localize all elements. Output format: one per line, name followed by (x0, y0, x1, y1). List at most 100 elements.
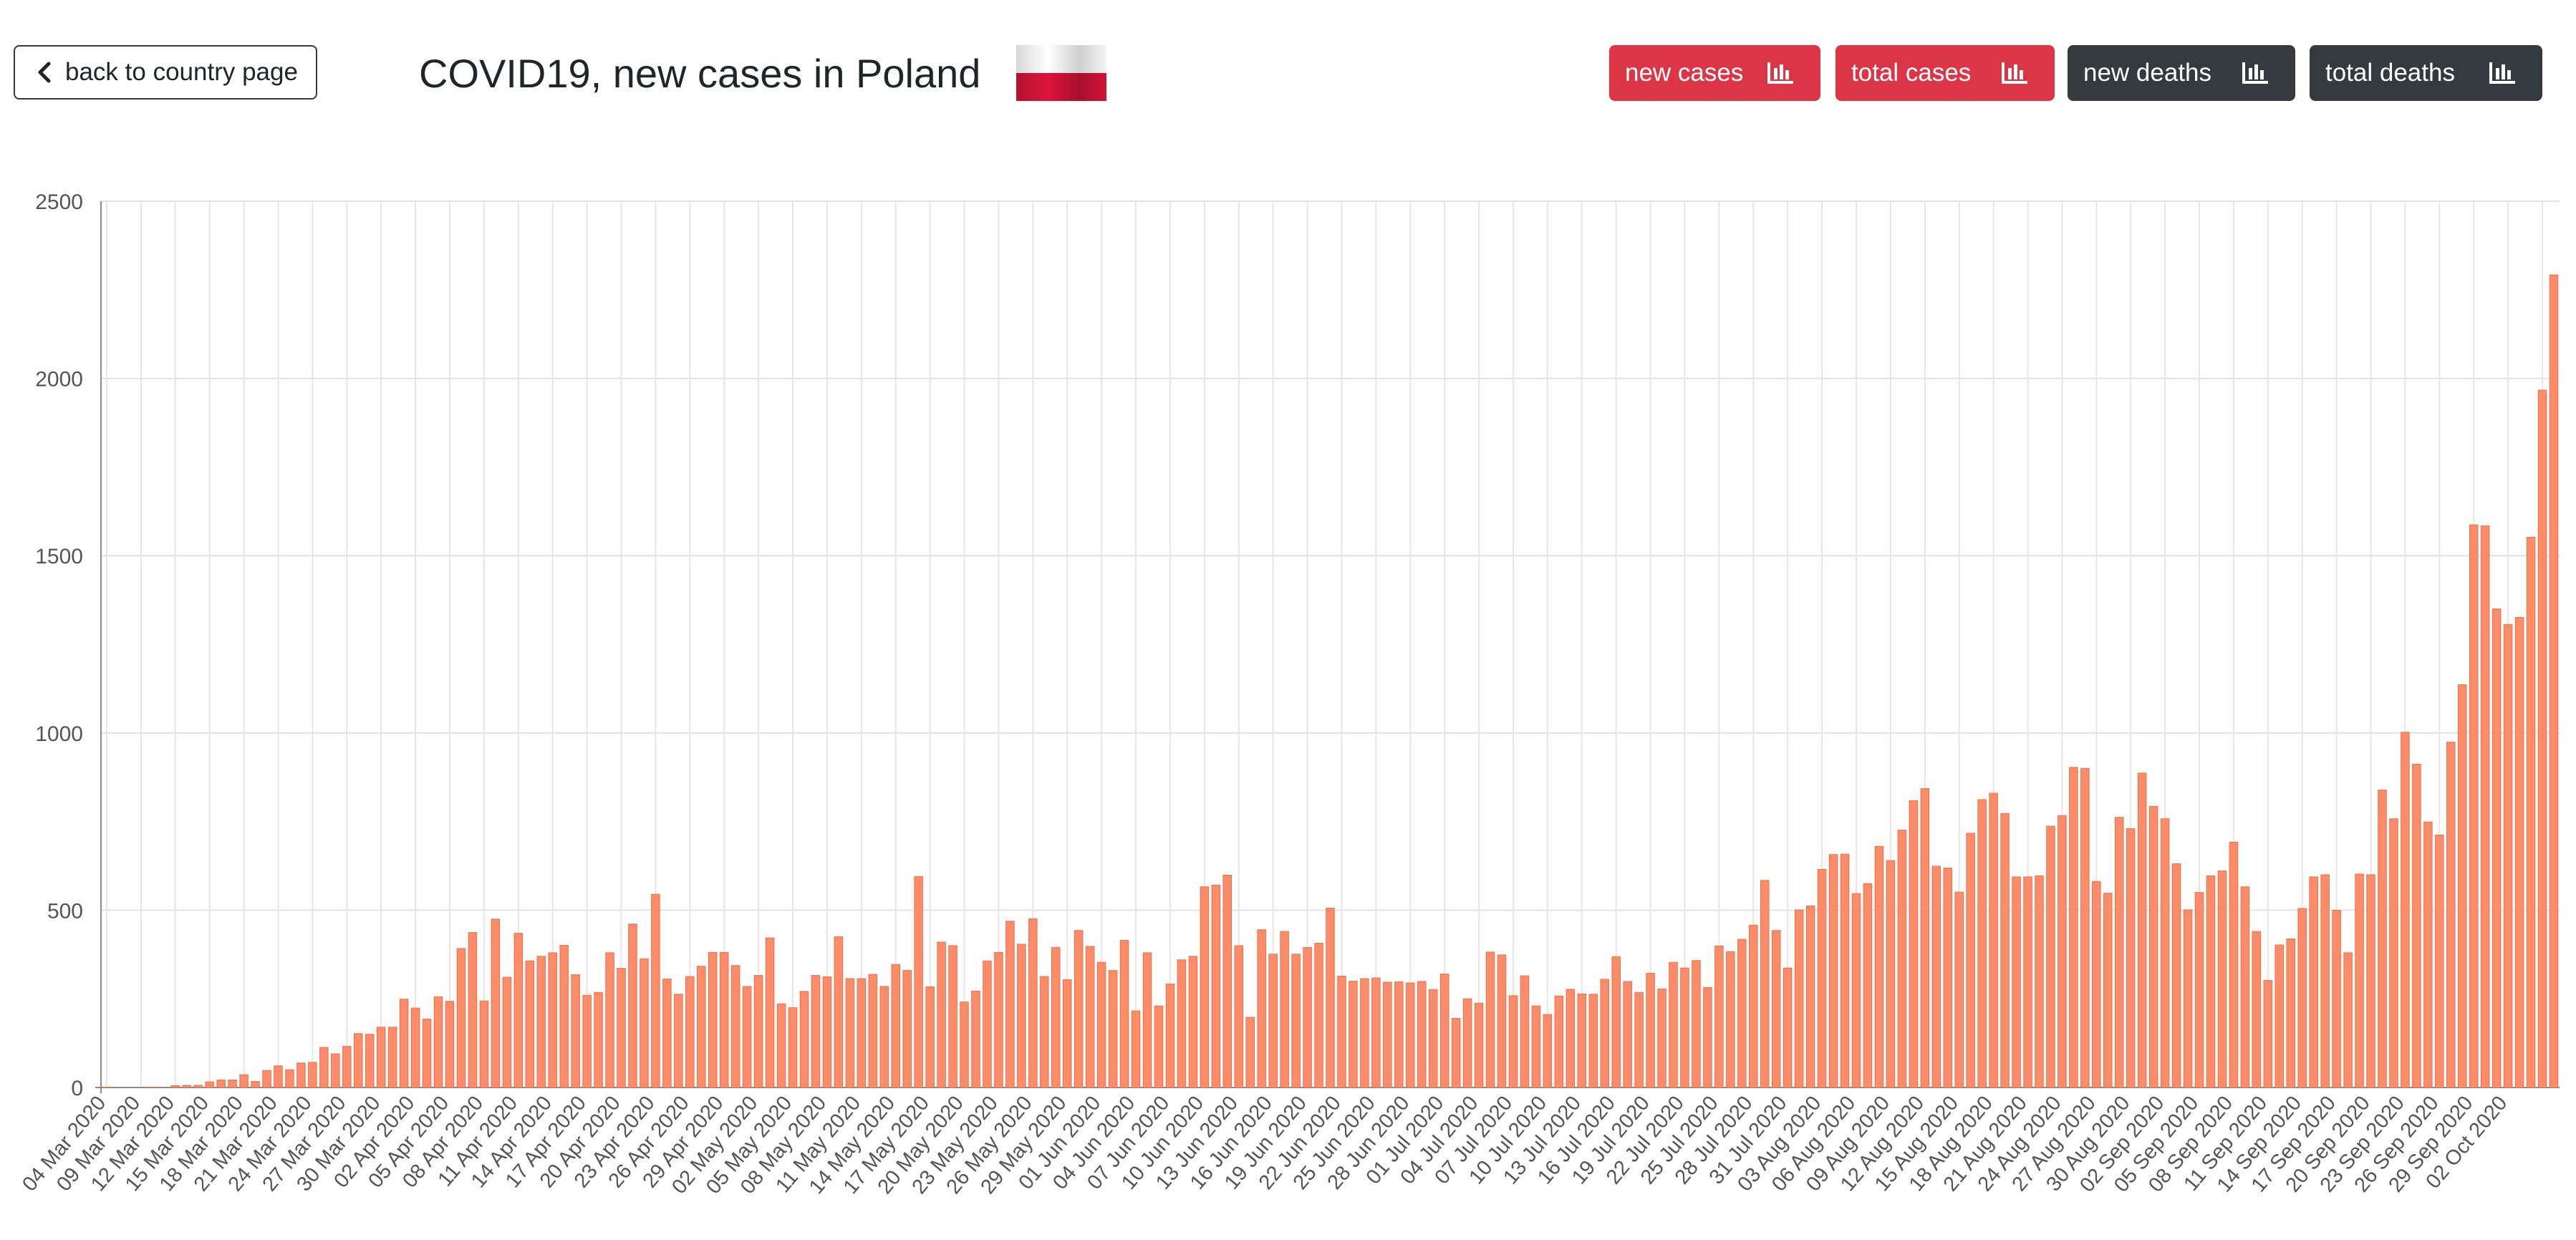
bar (2148, 805, 2158, 1088)
total-deaths-button[interactable]: total deaths (2310, 45, 2542, 101)
bar (765, 937, 775, 1088)
bar (1474, 1002, 1484, 1088)
bar (1828, 854, 1838, 1088)
bar (891, 964, 900, 1088)
bar (1074, 930, 1084, 1088)
bar (662, 978, 672, 1088)
back-to-country-button[interactable]: back to country page (14, 45, 317, 100)
bar (730, 965, 741, 1088)
bar (2035, 875, 2044, 1088)
bar (1966, 833, 1975, 1088)
bar (239, 1074, 249, 1088)
bar (354, 1033, 363, 1088)
bar (1040, 976, 1049, 1088)
bar (1634, 992, 1644, 1088)
bar (2183, 909, 2193, 1088)
bar (170, 1085, 180, 1088)
bar (1394, 981, 1404, 1088)
bar (2458, 684, 2467, 1088)
bar (2366, 874, 2375, 1088)
bar (1085, 946, 1095, 1088)
bar (2435, 834, 2444, 1088)
bar (536, 956, 546, 1088)
bar (365, 1034, 375, 1088)
bar (2217, 870, 2227, 1088)
bar (1646, 973, 1655, 1088)
bar (1371, 977, 1381, 1088)
total-cases-button[interactable]: total cases (1835, 45, 2055, 101)
poland-flag-icon (1016, 45, 1106, 101)
bar-chart-icon (1767, 62, 1793, 84)
bar (422, 1018, 432, 1088)
bar (548, 952, 557, 1088)
bar (674, 994, 683, 1088)
bar (1462, 998, 1472, 1088)
bar (1692, 960, 1701, 1088)
bar (1954, 891, 1964, 1088)
bar (788, 1007, 798, 1088)
bar (937, 941, 946, 1088)
bar (1840, 853, 1850, 1088)
total-deaths-label: total deaths (2325, 59, 2455, 87)
bar (1108, 970, 1118, 1088)
bar (994, 951, 1003, 1088)
bar (1222, 874, 1232, 1088)
chevron-left-icon (31, 58, 59, 87)
bar (1794, 909, 1804, 1088)
new-cases-button[interactable]: new cases (1609, 45, 1820, 101)
bar (1245, 1017, 1255, 1088)
bar (331, 1053, 340, 1088)
bar (1805, 905, 1815, 1088)
y-tick-label: 0 (71, 1077, 83, 1100)
bar (2206, 875, 2216, 1088)
page-title: COVID19, new cases in Poland (419, 51, 981, 96)
bar (971, 990, 980, 1088)
bar (1119, 939, 1129, 1088)
bar (399, 999, 409, 1088)
bar (1520, 975, 1530, 1088)
bar (594, 992, 603, 1088)
bar (2252, 931, 2262, 1088)
bar (525, 960, 535, 1088)
bar (902, 970, 912, 1088)
bar (193, 1085, 203, 1088)
bar (1588, 994, 1598, 1088)
new-deaths-button[interactable]: new deaths (2068, 45, 2295, 101)
bar (1349, 980, 1358, 1088)
bar (1931, 866, 1941, 1088)
bar (2046, 825, 2055, 1088)
bar (719, 951, 729, 1088)
bar (559, 944, 569, 1088)
bar (582, 994, 592, 1088)
bar (925, 986, 935, 1088)
bar (617, 968, 626, 1088)
bar (948, 945, 957, 1088)
bar (1874, 846, 1884, 1088)
bar (1417, 981, 1427, 1088)
bar (1989, 793, 1998, 1088)
bar (2229, 841, 2239, 1088)
bar (1611, 956, 1621, 1088)
bar (834, 936, 844, 1088)
bar (2297, 908, 2307, 1088)
bar (2423, 821, 2433, 1088)
bar (2160, 818, 2170, 1088)
bar (1337, 976, 1346, 1088)
bar (2469, 524, 2479, 1088)
bar (1360, 978, 1369, 1088)
bar (1406, 982, 1415, 1088)
bar (605, 952, 614, 1088)
bar (410, 1007, 420, 1088)
bar (1017, 944, 1026, 1088)
bar (1817, 868, 1827, 1088)
bar (2126, 828, 2136, 1088)
bar (857, 978, 867, 1088)
bar (2263, 979, 2273, 1088)
bar (502, 977, 512, 1088)
bar (1314, 942, 1323, 1088)
bar (983, 960, 992, 1088)
bar (1383, 982, 1392, 1088)
bar (571, 974, 580, 1088)
